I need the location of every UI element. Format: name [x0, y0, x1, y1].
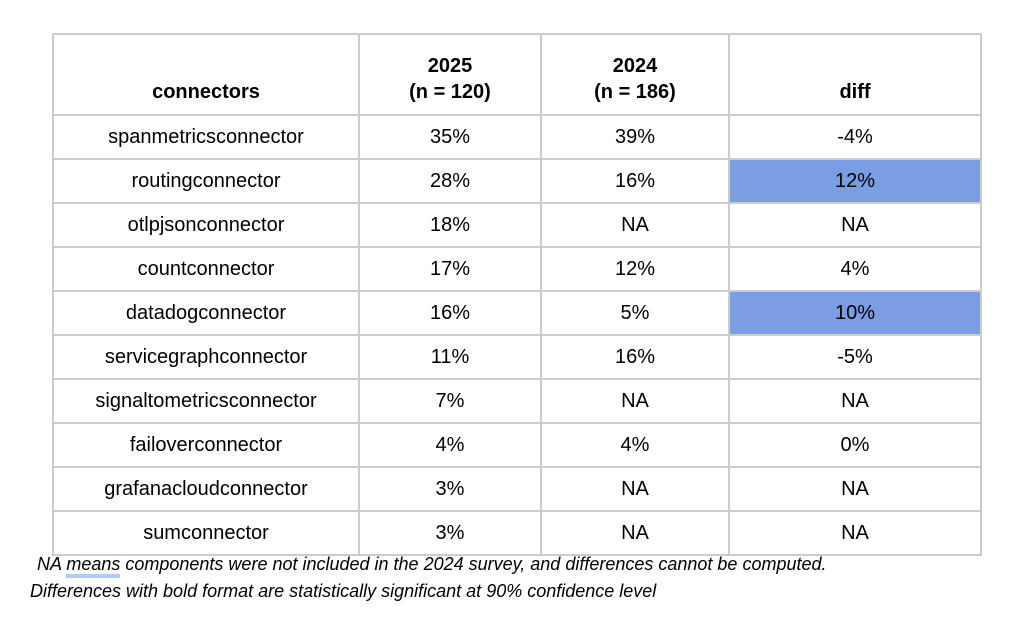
- diff-cell: NA: [728, 466, 982, 512]
- connector-name-cell: sumconnector: [52, 510, 360, 556]
- table-row: countconnector 17% 12% 4%: [52, 246, 982, 292]
- value-2025-cell: 3%: [358, 466, 542, 512]
- connector-name-cell: routingconnector: [52, 158, 360, 204]
- col-header-diff: diff: [728, 33, 982, 116]
- value-2024-cell: 4%: [540, 422, 730, 468]
- table-row: grafanacloudconnector 3% NA NA: [52, 466, 982, 512]
- value-2024-cell: 16%: [540, 334, 730, 380]
- connector-name-cell: countconnector: [52, 246, 360, 292]
- value-2025-cell: 28%: [358, 158, 542, 204]
- value-2025-cell: 11%: [358, 334, 542, 380]
- col-header-2025-n: (n = 120): [409, 81, 491, 103]
- diff-cell: 12%: [728, 158, 982, 204]
- col-header-2025: 2025 (n = 120): [358, 33, 542, 116]
- diff-cell: NA: [728, 202, 982, 248]
- diff-cell: NA: [728, 378, 982, 424]
- value-2024-cell: NA: [540, 202, 730, 248]
- value-2025-cell: 35%: [358, 114, 542, 160]
- connector-name-cell: signaltometricsconnector: [52, 378, 360, 424]
- connector-name-cell: datadogconnector: [52, 290, 360, 336]
- table-body: spanmetricsconnector 35% 39% -4% routingconn…: [52, 114, 982, 556]
- footnote-significance-line: Differences with bold format are statist…: [30, 581, 657, 601]
- value-2025-cell: 18%: [358, 202, 542, 248]
- table-row: signaltometricsconnector 7% NA NA: [52, 378, 982, 424]
- table-row: datadogconnector 16% 5% 10%: [52, 290, 982, 336]
- header-row: connectors 2025 (n = 120) 2024 (n = 186)…: [52, 33, 982, 116]
- diff-cell: NA: [728, 510, 982, 556]
- connectors-table: connectors 2025 (n = 120) 2024 (n = 186)…: [52, 33, 982, 556]
- connector-name-cell: failoverconnector: [52, 422, 360, 468]
- col-header-connectors: connectors: [52, 33, 360, 116]
- table-row: servicegraphconnector 11% 16% -5%: [52, 334, 982, 380]
- value-2024-cell: 16%: [540, 158, 730, 204]
- connector-name-cell: servicegraphconnector: [52, 334, 360, 380]
- col-header-2024-n: (n = 186): [594, 81, 676, 103]
- diff-cell: -5%: [728, 334, 982, 380]
- diff-cell: 4%: [728, 246, 982, 292]
- value-2025-cell: 17%: [358, 246, 542, 292]
- value-2025-cell: 4%: [358, 422, 542, 468]
- footnote-na-prefix: NA: [37, 554, 67, 574]
- value-2024-cell: NA: [540, 510, 730, 556]
- connector-name-cell: spanmetricsconnector: [52, 114, 360, 160]
- diff-cell: 10%: [728, 290, 982, 336]
- value-2024-cell: 5%: [540, 290, 730, 336]
- col-header-2024: 2024 (n = 186): [540, 33, 730, 116]
- value-2025-cell: 3%: [358, 510, 542, 556]
- table-row: spanmetricsconnector 35% 39% -4%: [52, 114, 982, 160]
- table-row: failoverconnector 4% 4% 0%: [52, 422, 982, 468]
- footnote-na-suffix: components were not included in the 2024…: [120, 554, 827, 574]
- footnotes: NA means components were not included in…: [30, 551, 995, 605]
- footnote-na-line: NA means components were not included in…: [30, 551, 995, 578]
- value-2024-cell: NA: [540, 466, 730, 512]
- value-2025-cell: 7%: [358, 378, 542, 424]
- value-2025-cell: 16%: [358, 290, 542, 336]
- col-header-2024-year: 2024: [612, 55, 658, 77]
- diff-cell: 0%: [728, 422, 982, 468]
- col-header-2025-year: 2025: [427, 55, 473, 77]
- diff-cell: -4%: [728, 114, 982, 160]
- value-2024-cell: NA: [540, 378, 730, 424]
- connector-name-cell: otlpjsonconnector: [52, 202, 360, 248]
- value-2024-cell: 39%: [540, 114, 730, 160]
- value-2024-cell: 12%: [540, 246, 730, 292]
- table-row: sumconnector 3% NA NA: [52, 510, 982, 556]
- table-row: routingconnector 28% 16% 12%: [52, 158, 982, 204]
- connector-name-cell: grafanacloudconnector: [52, 466, 360, 512]
- grammar-underlined-word: means: [66, 554, 121, 578]
- table-row: otlpjsonconnector 18% NA NA: [52, 202, 982, 248]
